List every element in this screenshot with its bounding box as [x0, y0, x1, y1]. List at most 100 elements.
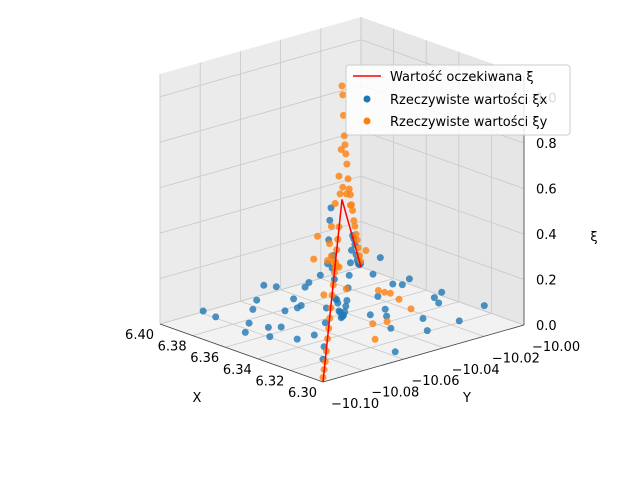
data-point-xi-y	[343, 190, 351, 198]
data-point-xi-y	[374, 287, 382, 294]
legend: Wartość oczekiwana ξ Rzeczywiste wartośc…	[345, 64, 571, 136]
y-tick-label: −10.10	[331, 397, 379, 412]
data-point-xi-x	[327, 204, 335, 212]
y-tick-label: −10.00	[532, 340, 580, 355]
data-point-xi-x	[346, 259, 354, 267]
gridline-z-wally	[360, 175, 525, 235]
gridline-z-wally	[360, 221, 525, 280]
data-point-xi-x	[253, 296, 261, 304]
data-point-xi-x	[290, 295, 298, 303]
data-point-xi-y	[310, 255, 318, 263]
data-point-xi-x	[374, 292, 382, 300]
gridline-z-wallx	[159, 266, 362, 325]
x-tick-label: 6.38	[158, 340, 187, 355]
data-point-xi-x	[438, 288, 446, 296]
data-point-xi-y	[339, 91, 347, 99]
data-point-xi-x	[455, 317, 463, 325]
data-point-xi-y	[350, 217, 358, 225]
legend-frame	[345, 64, 571, 136]
y-tick-label: −10.02	[492, 351, 540, 366]
back-pane-x	[160, 17, 361, 324]
data-point-xi-y	[352, 230, 360, 238]
data-point-xi-x	[266, 333, 274, 341]
data-point-xi-y	[371, 335, 379, 343]
data-point-xi-x	[423, 327, 431, 335]
gridline-z-wally	[360, 130, 525, 190]
x-tick-label: 6.30	[288, 386, 317, 401]
data-point-xi-y	[353, 236, 361, 244]
gridline-x-floor	[225, 289, 427, 348]
data-point-xi-y	[324, 257, 332, 265]
data-point-xi-y	[339, 183, 347, 191]
data-point-xi-y	[327, 252, 335, 260]
data-point-xi-x	[480, 302, 488, 310]
data-point-xi-y	[395, 295, 403, 303]
data-point-xi-x	[430, 294, 438, 302]
gridline-y-floor	[280, 289, 444, 349]
data-point-xi-y	[343, 160, 351, 168]
data-point-xi-y	[342, 285, 350, 293]
x-tick-label: 6.34	[223, 363, 252, 378]
legend-marker-xi-y	[363, 117, 371, 125]
data-point-xi-y	[344, 175, 352, 183]
x-tick-label: 6.36	[190, 351, 219, 366]
x-tick-label: 6.32	[255, 374, 284, 389]
data-point-xi-x	[383, 312, 391, 320]
data-point-xi-y	[338, 82, 346, 90]
data-point-xi-x	[389, 280, 397, 288]
data-point-xi-x	[398, 281, 406, 289]
data-point-xi-y	[314, 232, 321, 240]
series-xi-x	[199, 204, 488, 363]
z-tick-label: 0.2	[536, 274, 557, 289]
data-point-xi-x	[272, 283, 280, 291]
data-point-xi-x	[293, 335, 301, 343]
data-point-xi-y	[369, 320, 377, 328]
data-point-xi-y	[335, 172, 343, 180]
data-point-xi-x	[305, 279, 313, 286]
data-point-xi-x	[297, 302, 305, 309]
gridline-x-floor	[192, 278, 394, 336]
x-axis-line	[159, 323, 324, 383]
data-point-xi-x	[345, 271, 353, 279]
data-point-xi-x	[348, 246, 355, 254]
data-point-xi-y	[340, 111, 347, 119]
expected-line	[322, 199, 362, 383]
data-point-xi-x	[387, 324, 395, 332]
data-point-xi-x	[260, 281, 268, 289]
data-point-xi-x	[281, 307, 289, 315]
data-point-xi-x	[366, 311, 374, 319]
y-axis-line	[322, 324, 525, 383]
z-tick-label: 0.8	[536, 137, 557, 152]
data-point-xi-x	[277, 323, 285, 331]
data-point-xi-x	[316, 271, 324, 279]
data-point-xi-x	[326, 216, 334, 224]
data-point-xi-y	[335, 263, 343, 271]
data-point-xi-x	[241, 328, 249, 336]
data-point-xi-y	[351, 222, 359, 230]
y-tick-label: −10.04	[452, 363, 500, 378]
x-axis-title: X	[193, 391, 202, 406]
data-point-xi-y	[346, 201, 354, 209]
z-tick-label: 0.0	[536, 319, 557, 334]
x-tick-label: 6.40	[125, 328, 154, 343]
data-point-xi-x	[342, 302, 350, 310]
data-point-xi-x	[301, 283, 309, 291]
data-point-xi-x	[321, 319, 329, 327]
data-point-xi-x	[391, 348, 399, 356]
legend-label-xi-x: Rzeczywiste wartości ξx	[390, 93, 548, 108]
data-point-xi-x	[212, 313, 220, 321]
legend-label-expected: Wartość oczekiwana ξ	[390, 70, 534, 85]
data-point-xi-x	[245, 319, 253, 327]
z-axis-title: ξ	[590, 230, 597, 245]
data-point-xi-x	[435, 299, 443, 307]
gridline-z-wallx	[159, 130, 362, 189]
z-tick-label: 0.4	[536, 228, 557, 243]
data-point-xi-x	[199, 307, 207, 315]
data-point-xi-y	[362, 247, 370, 254]
data-point-xi-y	[407, 305, 415, 313]
data-point-xi-y	[341, 141, 349, 149]
data-point-xi-x	[381, 305, 389, 313]
data-point-xi-y	[381, 288, 389, 296]
legend-marker-xi-x	[363, 95, 371, 103]
